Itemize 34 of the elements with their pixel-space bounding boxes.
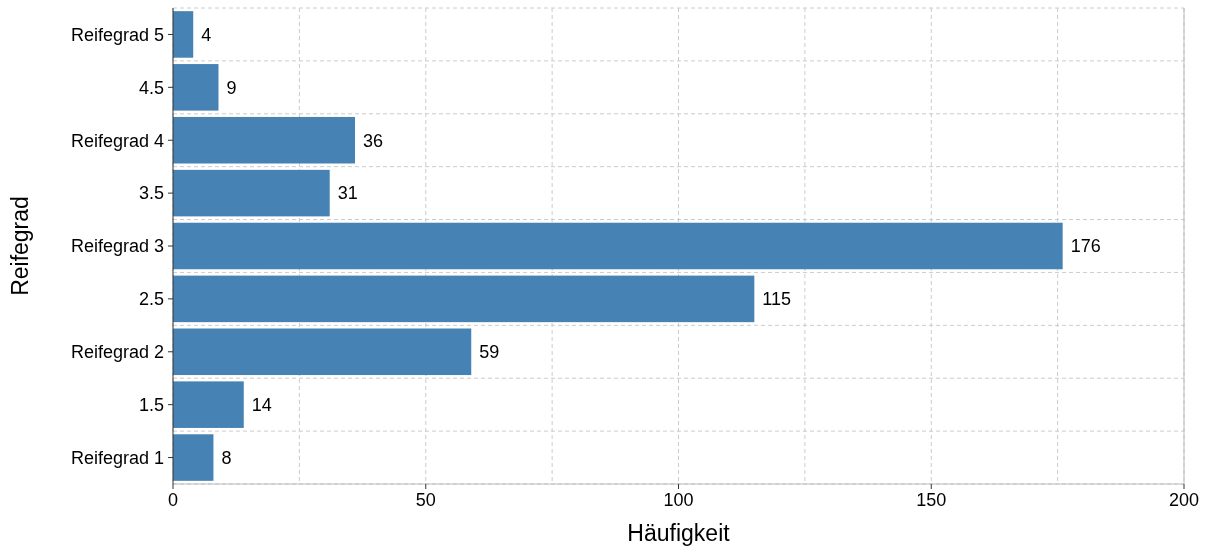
y-tick-label: Reifegrad 3 [70, 236, 164, 257]
data-label: 9 [226, 77, 237, 98]
data-label: 4 [201, 24, 212, 45]
y-tick-label: 4.5 [138, 77, 164, 98]
y-tick-label: Reifegrad 5 [70, 24, 164, 45]
bar [173, 275, 755, 323]
x-tick-label: 100 [663, 490, 694, 510]
data-label: 115 [762, 289, 792, 310]
x-tick-label: 150 [916, 490, 947, 510]
x-tick-label: 0 [167, 490, 179, 510]
bar [173, 11, 194, 58]
bar [173, 328, 472, 376]
bar [173, 64, 219, 111]
data-label: 59 [479, 342, 500, 363]
data-label: 8 [221, 447, 232, 468]
y-tick-label: Reifegrad 1 [70, 447, 164, 468]
x-tick-label: 50 [415, 490, 436, 510]
y-axis-title: Reifegrad [7, 196, 33, 296]
bar [173, 169, 330, 217]
bar [173, 222, 1063, 270]
y-tick-label: 1.5 [138, 394, 164, 415]
data-label: 36 [362, 130, 384, 151]
bar [173, 116, 355, 164]
bar [173, 434, 214, 481]
y-tick-label: Reifegrad 2 [70, 342, 164, 363]
y-tick-label: Reifegrad 4 [70, 130, 164, 151]
y-tick-label: 3.5 [138, 183, 164, 204]
data-label: 14 [251, 394, 272, 415]
x-axis-title: Häufigkeit [627, 520, 731, 546]
data-label: 176 [1070, 236, 1101, 257]
x-tick-label: 200 [1168, 490, 1200, 510]
y-tick-label: 2.5 [138, 289, 164, 310]
data-label: 31 [337, 183, 358, 204]
bar [173, 381, 244, 428]
